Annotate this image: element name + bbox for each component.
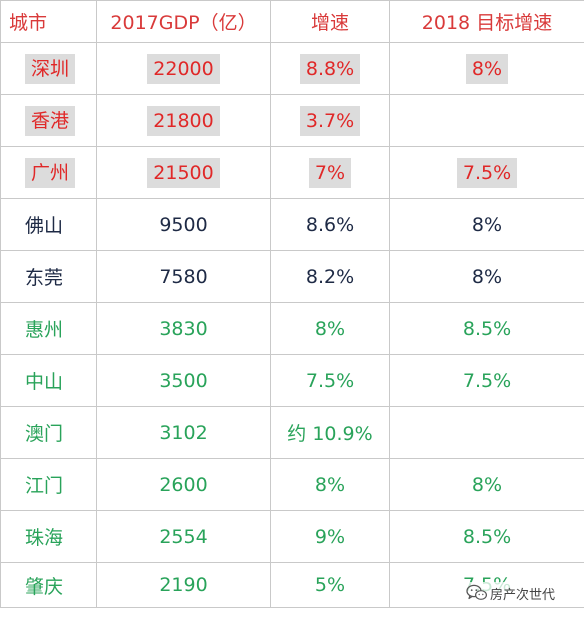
growth-cell: 8.2% <box>270 250 390 303</box>
city-name: 广州 <box>25 157 76 188</box>
watermark: 房产次世代 <box>464 582 558 604</box>
gdp-value: 21800 <box>147 105 220 136</box>
table-row: 澳门 3102 约 10.9% <box>0 406 584 459</box>
header-gdp-2017: 2017GDP（亿） <box>96 0 271 43</box>
table-row: 珠海 2554 9% 8.5% <box>0 510 584 563</box>
growth-cell: 8% <box>270 302 390 355</box>
table-row: 香港 21800 3.7% <box>0 94 584 147</box>
table-row: 深圳 22000 8.8% 8% <box>0 42 584 95</box>
table-row: 中山 3500 7.5% 7.5% <box>0 354 584 407</box>
gdp-cell: 3500 <box>96 354 271 407</box>
city-cell: 肇庆 <box>0 562 97 608</box>
gdp-cell: 2554 <box>96 510 271 563</box>
target-cell: 8.5% <box>389 510 584 563</box>
header-target-2018: 2018 目标增速 <box>389 0 584 43</box>
target-cell: 8% <box>389 198 584 251</box>
gdp-cell: 7580 <box>96 250 271 303</box>
gdp-cell: 21500 <box>96 146 271 199</box>
city-name: 深圳 <box>25 53 76 84</box>
gdp-cell: 2600 <box>96 458 271 511</box>
target-cell: 7.5% <box>389 354 584 407</box>
gdp-cell: 3102 <box>96 406 271 459</box>
header-city: 城市 <box>0 0 97 43</box>
city-cell: 江门 <box>0 458 97 511</box>
city-cell: 中山 <box>0 354 97 407</box>
wechat-icon <box>466 584 488 602</box>
target-cell: 8% <box>389 250 584 303</box>
city-name: 香港 <box>25 105 76 136</box>
growth-cell: 7.5% <box>270 354 390 407</box>
gdp-value: 21500 <box>147 157 220 188</box>
gdp-cell: 2190 <box>96 562 271 608</box>
table-row: 佛山 9500 8.6% 8% <box>0 198 584 251</box>
growth-cell: 8.8% <box>270 42 390 95</box>
growth-value: 3.7% <box>299 105 361 136</box>
table-header-row: 城市 2017GDP（亿） 增速 2018 目标增速 <box>0 0 584 43</box>
gdp-cell: 9500 <box>96 198 271 251</box>
growth-value: 8.8% <box>299 53 361 84</box>
gdp-cell: 3830 <box>96 302 271 355</box>
target-cell <box>389 94 584 147</box>
growth-cell: 5% <box>270 562 390 608</box>
city-cell: 深圳 <box>0 42 97 95</box>
target-value: 8% <box>465 53 509 84</box>
growth-cell: 3.7% <box>270 94 390 147</box>
gdp-value: 22000 <box>147 53 220 84</box>
table-row: 东莞 7580 8.2% 8% <box>0 250 584 303</box>
city-cell: 珠海 <box>0 510 97 563</box>
city-cell: 东莞 <box>0 250 97 303</box>
gdp-cell: 21800 <box>96 94 271 147</box>
target-cell: 7.5% <box>389 146 584 199</box>
target-cell: 8% <box>389 458 584 511</box>
growth-cell: 9% <box>270 510 390 563</box>
target-value: 7.5% <box>456 157 518 188</box>
watermark-text: 房产次世代 <box>490 587 556 603</box>
city-cell: 佛山 <box>0 198 97 251</box>
city-cell: 香港 <box>0 94 97 147</box>
gdp-cell: 22000 <box>96 42 271 95</box>
table-row: 惠州 3830 8% 8.5% <box>0 302 584 355</box>
table-row: 江门 2600 8% 8% <box>0 458 584 511</box>
target-cell <box>389 406 584 459</box>
city-cell: 惠州 <box>0 302 97 355</box>
growth-cell: 7% <box>270 146 390 199</box>
city-cell: 广州 <box>0 146 97 199</box>
growth-cell: 8.6% <box>270 198 390 251</box>
header-growth: 增速 <box>270 0 390 43</box>
target-cell: 8.5% <box>389 302 584 355</box>
growth-value: 7% <box>308 157 352 188</box>
growth-cell: 约 10.9% <box>270 406 390 459</box>
city-cell: 澳门 <box>0 406 97 459</box>
growth-cell: 8% <box>270 458 390 511</box>
table-row: 广州 21500 7% 7.5% <box>0 146 584 199</box>
target-cell: 8% <box>389 42 584 95</box>
